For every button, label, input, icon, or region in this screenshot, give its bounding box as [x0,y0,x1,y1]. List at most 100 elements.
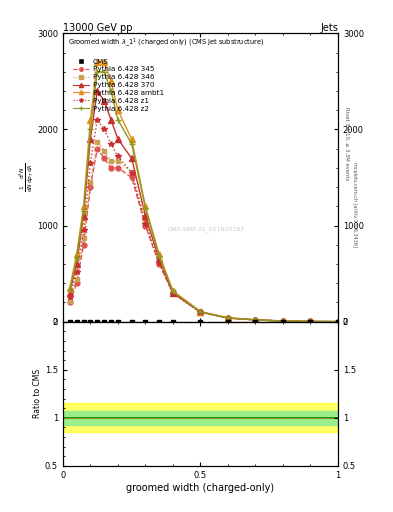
Pythia 6.428 ambt1 [171,288,175,294]
Pythia 6.428 370 [198,309,203,315]
Pythia 6.428 345 [198,309,203,315]
Pythia 6.428 z2 [171,288,175,294]
Line: Pythia 6.428 z1: Pythia 6.428 z1 [67,117,341,325]
Pythia 6.428 z1 [74,269,79,275]
Pythia 6.428 z2 [157,253,162,260]
Pythia 6.428 370 [143,213,148,219]
Pythia 6.428 z1 [88,160,93,166]
CMS [281,318,285,325]
CMS [171,318,175,325]
Pythia 6.428 346 [143,219,148,225]
Text: mcplots.cern.ch [arXiv:1306.3436]: mcplots.cern.ch [arXiv:1306.3436] [352,162,357,247]
Pythia 6.428 345 [129,175,134,181]
Pythia 6.428 346 [157,258,162,264]
Pythia 6.428 z1 [336,318,340,325]
Pythia 6.428 z1 [253,317,258,323]
Pythia 6.428 370 [157,256,162,262]
Pythia 6.428 345 [102,155,107,161]
CMS [336,318,340,325]
Pythia 6.428 ambt1 [157,251,162,258]
Pythia 6.428 z2 [198,309,203,315]
Pythia 6.428 z1 [281,318,285,324]
Pythia 6.428 346 [102,147,107,154]
CMS [198,318,203,325]
Pythia 6.428 z2 [308,318,313,325]
Pythia 6.428 370 [81,213,86,219]
Pythia 6.428 345 [116,165,120,171]
Pythia 6.428 370 [88,136,93,142]
Pythia 6.428 z1 [95,117,100,123]
Text: CMS-SMP-21_011920187: CMS-SMP-21_011920187 [167,227,244,232]
Pythia 6.428 346 [226,314,230,321]
Pythia 6.428 370 [102,97,107,103]
CMS [253,318,258,325]
Pythia 6.428 ambt1 [88,117,93,123]
Pythia 6.428 z1 [157,260,162,266]
Pythia 6.428 370 [226,315,230,321]
CMS [143,318,148,325]
Pythia 6.428 346 [116,158,120,164]
CMS [88,318,93,325]
Pythia 6.428 370 [281,318,285,324]
CMS [74,318,79,325]
Pythia 6.428 345 [88,184,93,190]
Pythia 6.428 370 [171,290,175,296]
Pythia 6.428 ambt1 [95,59,100,65]
Pythia 6.428 346 [68,297,72,304]
Pythia 6.428 370 [253,317,258,323]
CMS [226,318,230,325]
Pythia 6.428 345 [157,261,162,267]
Pythia 6.428 z1 [108,141,114,147]
Pythia 6.428 z2 [74,255,79,261]
Pythia 6.428 346 [308,318,313,325]
Pythia 6.428 345 [171,290,175,296]
Pythia 6.428 ambt1 [281,318,285,324]
Text: Rivet 3.1.10, ≥ 3.3M events: Rivet 3.1.10, ≥ 3.3M events [344,106,349,180]
Pythia 6.428 370 [95,88,100,94]
Text: 13000 GeV pp: 13000 GeV pp [63,23,132,32]
Pythia 6.428 z2 [102,69,107,75]
Pythia 6.428 z1 [102,126,107,133]
CMS [116,318,120,325]
Line: CMS: CMS [68,319,340,324]
Pythia 6.428 ambt1 [81,203,86,209]
CMS [308,318,313,325]
Pythia 6.428 z1 [129,169,134,176]
Pythia 6.428 346 [108,158,114,164]
Text: Groomed width $\lambda\_1^1$ (charged only) (CMS jet substructure): Groomed width $\lambda\_1^1$ (charged on… [68,36,265,49]
Pythia 6.428 345 [253,317,258,323]
Y-axis label: Ratio to CMS: Ratio to CMS [33,369,42,418]
Pythia 6.428 346 [253,316,258,323]
Pythia 6.428 346 [198,308,203,314]
Pythia 6.428 ambt1 [253,317,258,323]
Pythia 6.428 370 [129,155,134,161]
Text: Jets: Jets [320,23,338,32]
Pythia 6.428 ambt1 [108,78,114,84]
CMS [102,318,107,325]
Bar [63,403,338,432]
CMS [157,318,162,325]
Pythia 6.428 ambt1 [68,285,72,291]
X-axis label: groomed width (charged-only): groomed width (charged-only) [127,482,274,493]
Bar [63,411,338,424]
Pythia 6.428 z2 [143,205,148,211]
Pythia 6.428 345 [95,145,100,152]
Line: Pythia 6.428 ambt1: Pythia 6.428 ambt1 [67,59,341,325]
Pythia 6.428 346 [171,288,175,294]
Pythia 6.428 345 [226,315,230,321]
Pythia 6.428 370 [308,318,313,325]
Pythia 6.428 z2 [281,318,285,324]
Pythia 6.428 ambt1 [129,136,134,142]
Pythia 6.428 370 [336,318,340,325]
Pythia 6.428 346 [129,168,134,175]
CMS [129,318,134,325]
Pythia 6.428 z1 [116,153,120,159]
Pythia 6.428 ambt1 [198,309,203,315]
Pythia 6.428 345 [74,280,79,286]
Pythia 6.428 z1 [81,227,86,233]
CMS [108,318,114,325]
Pythia 6.428 z1 [68,294,72,300]
Line: Pythia 6.428 346: Pythia 6.428 346 [67,139,340,324]
Pythia 6.428 370 [68,290,72,296]
Pythia 6.428 ambt1 [143,203,148,209]
